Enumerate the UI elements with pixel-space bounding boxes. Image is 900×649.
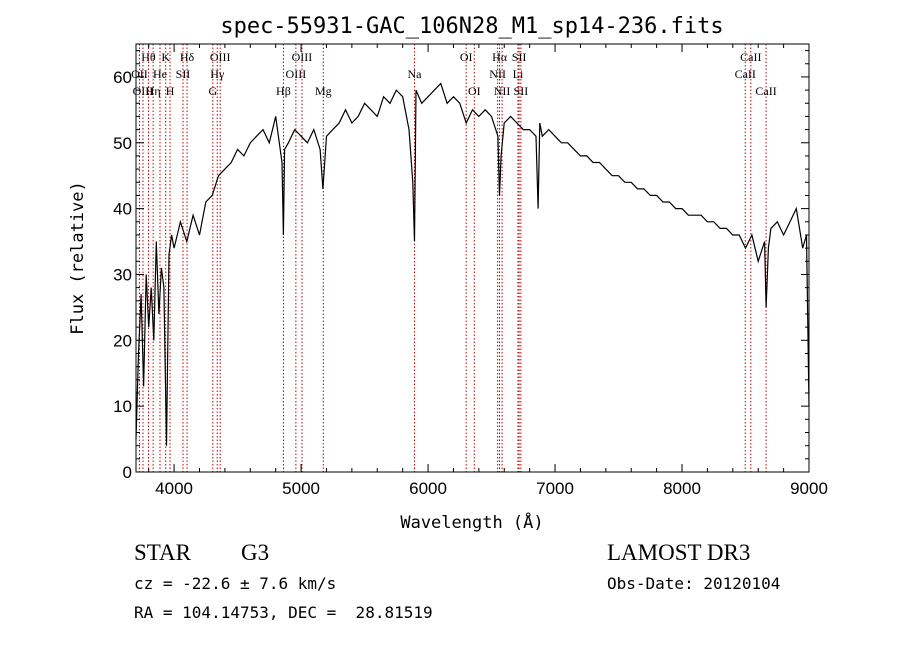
y-tick-label: 60 xyxy=(113,68,132,87)
spectral-line-label: SII xyxy=(512,50,527,64)
y-tick-label: 10 xyxy=(113,397,132,416)
y-axis: 0 10 20 30 40 50 60 xyxy=(113,50,809,482)
observation-date: Obs-Date: 20120104 xyxy=(607,574,781,593)
x-axis: 4000 5000 6000 7000 8000 9000 xyxy=(148,44,828,498)
plot-frame xyxy=(135,43,810,473)
spectral-line-label: K xyxy=(161,50,170,64)
spectral-line-label: SII xyxy=(514,84,529,98)
spectral-line-label: CaII xyxy=(740,50,761,64)
spectrum-series xyxy=(135,82,810,446)
spectral-line-label: OIII xyxy=(286,67,307,81)
spectral-line-label: CaII xyxy=(735,67,756,81)
spectral-line-label: OII xyxy=(131,67,148,81)
spectrum-chart: spec-55931-GAC_106N28_M1_sp14-236.fits 4… xyxy=(68,14,828,533)
y-tick-label: 30 xyxy=(113,265,132,284)
x-tick-label: 6000 xyxy=(409,479,447,498)
y-tick-label: 40 xyxy=(113,200,132,219)
spectral-line-markers xyxy=(138,44,767,472)
spectral-line-label: Na xyxy=(407,67,422,81)
spectral-line-label: He xyxy=(153,67,167,81)
object-subclass: G3 xyxy=(241,540,270,565)
y-tick-label: 0 xyxy=(123,463,132,482)
spectral-line-label: Hδ xyxy=(180,50,195,64)
spectral-line-label: OIII xyxy=(210,50,231,64)
object-class: STAR xyxy=(134,540,191,565)
chart-title: spec-55931-GAC_106N28_M1_sp14-236.fits xyxy=(220,14,723,39)
spectral-line-label: H xyxy=(166,84,175,98)
x-tick-label: 8000 xyxy=(663,479,701,498)
spectral-line-label: Hη xyxy=(146,84,161,98)
x-axis-label: Wavelength (Å) xyxy=(400,511,543,533)
coordinates: RA = 104.14753, DEC = 28.81519 xyxy=(134,603,433,622)
spectral-line-label: OI xyxy=(460,50,473,64)
spectrum-line xyxy=(135,82,810,446)
x-tick-label: 7000 xyxy=(536,479,574,498)
spectral-line-label: OI xyxy=(468,84,481,98)
x-tick-label: 5000 xyxy=(282,479,320,498)
spectral-line-label: Hβ xyxy=(276,84,291,98)
spectral-line-label: OIII xyxy=(133,84,154,98)
spectral-line-label: Hα xyxy=(492,50,508,64)
spectral-line-label: SII xyxy=(176,67,191,81)
survey-name: LAMOST DR3 xyxy=(607,540,751,565)
spectral-line-label: NII xyxy=(494,84,511,98)
x-tick-label: 4000 xyxy=(155,479,193,498)
spectral-line-label: Hγ xyxy=(210,67,225,81)
spectral-line-label: NII xyxy=(489,67,506,81)
y-axis-label: Flux (relative) xyxy=(68,181,88,335)
spectral-line-label: Li xyxy=(513,67,524,81)
y-tick-label: 20 xyxy=(113,331,132,350)
spectral-line-label: Mg xyxy=(315,84,332,98)
spectral-line-label: OIII xyxy=(292,50,313,64)
spectral-line-label: CaII xyxy=(755,84,776,98)
spectral-line-label: Hθ xyxy=(141,50,156,64)
redshift-velocity: cz = -22.6 ± 7.6 km/s xyxy=(134,574,337,593)
x-tick-label: 9000 xyxy=(790,479,828,498)
y-tick-label: 50 xyxy=(113,134,132,153)
spectral-line-label: G xyxy=(208,84,217,98)
